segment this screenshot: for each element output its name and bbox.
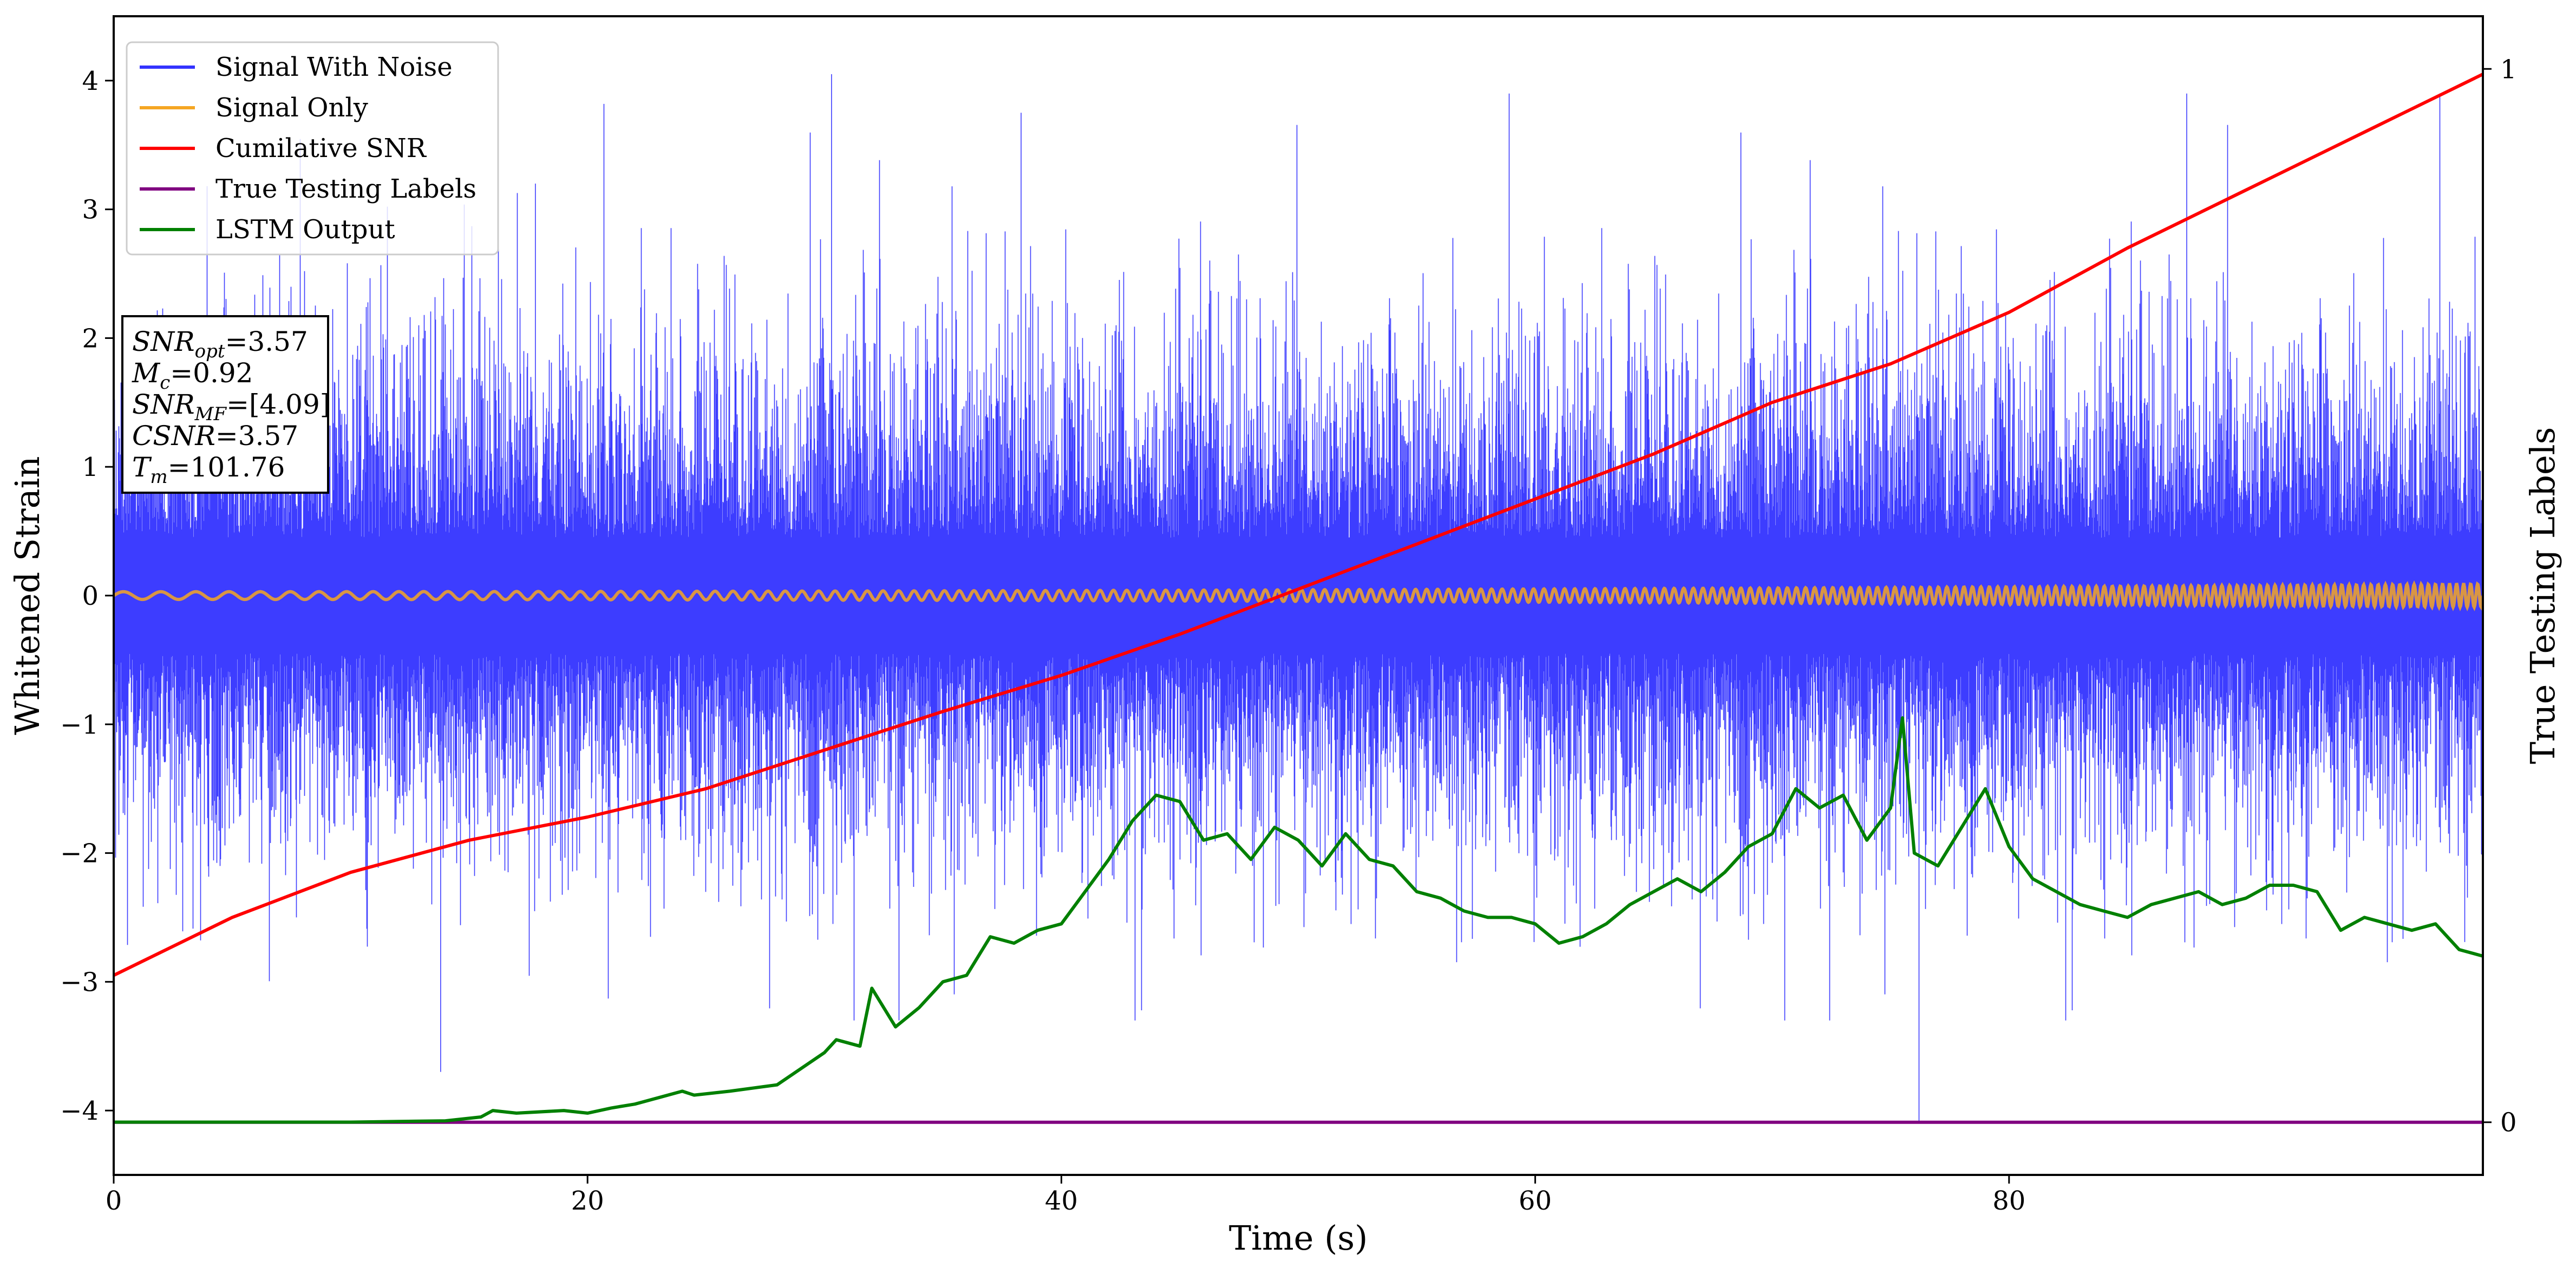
y-tick-label: 0 — [82, 581, 99, 611]
annotation-box: SNRopt=3.57Mc=0.92SNRMF=[4.09]CSNR=3.57T… — [121, 315, 330, 494]
legend-label: Signal With Noise — [215, 52, 453, 82]
y-right-tick-label: 0 — [2500, 1108, 2517, 1138]
y-tick-label: 1 — [82, 452, 99, 482]
series-lstm-output — [114, 716, 2483, 1124]
annotation-line: Tm=101.76 — [132, 452, 285, 488]
x-tick-label: 0 — [106, 1186, 122, 1216]
x-tick-label: 40 — [1045, 1186, 1078, 1216]
series-signal-only — [114, 580, 2483, 612]
y-tick-label: −3 — [60, 967, 99, 997]
y-tick-label: 4 — [82, 66, 99, 96]
y-right-axis-title: True Testing Labels — [2523, 427, 2562, 765]
annotation-line: SNRMF=[4.09] — [132, 389, 330, 425]
legend-label: Signal Only — [215, 93, 368, 123]
series-cumilative-snr — [114, 73, 2483, 977]
legend: Signal With Noise Signal Only Cumilative S… — [126, 41, 499, 256]
x-tick-label: 80 — [1992, 1186, 2025, 1216]
annotation-line: Mc=0.92 — [132, 357, 253, 394]
annotation-frame — [121, 315, 329, 494]
legend-label: Cumilative SNR — [215, 133, 427, 164]
y-axis-title: Whitened Strain — [8, 456, 47, 735]
signal-only-trace — [114, 580, 2483, 612]
y-tick-label: −1 — [60, 710, 99, 740]
legend-frame — [126, 41, 499, 256]
annotation-line: SNRopt=3.57 — [132, 326, 308, 362]
x-tick-label: 60 — [1519, 1186, 1552, 1216]
y-tick-label: 2 — [82, 323, 99, 354]
y-right-tick-label: 1 — [2500, 54, 2517, 84]
y-tick-label: −4 — [60, 1096, 99, 1126]
legend-label: True Testing Labels — [215, 174, 476, 204]
y-tick-label: 3 — [82, 195, 99, 225]
y-tick-label: −2 — [60, 839, 99, 869]
x-tick-label: 20 — [571, 1186, 604, 1216]
annotation-line: CSNR=3.57 — [132, 420, 298, 452]
legend-label: LSTM Output — [215, 214, 395, 245]
x-axis-title: Time (s) — [1229, 1218, 1368, 1258]
